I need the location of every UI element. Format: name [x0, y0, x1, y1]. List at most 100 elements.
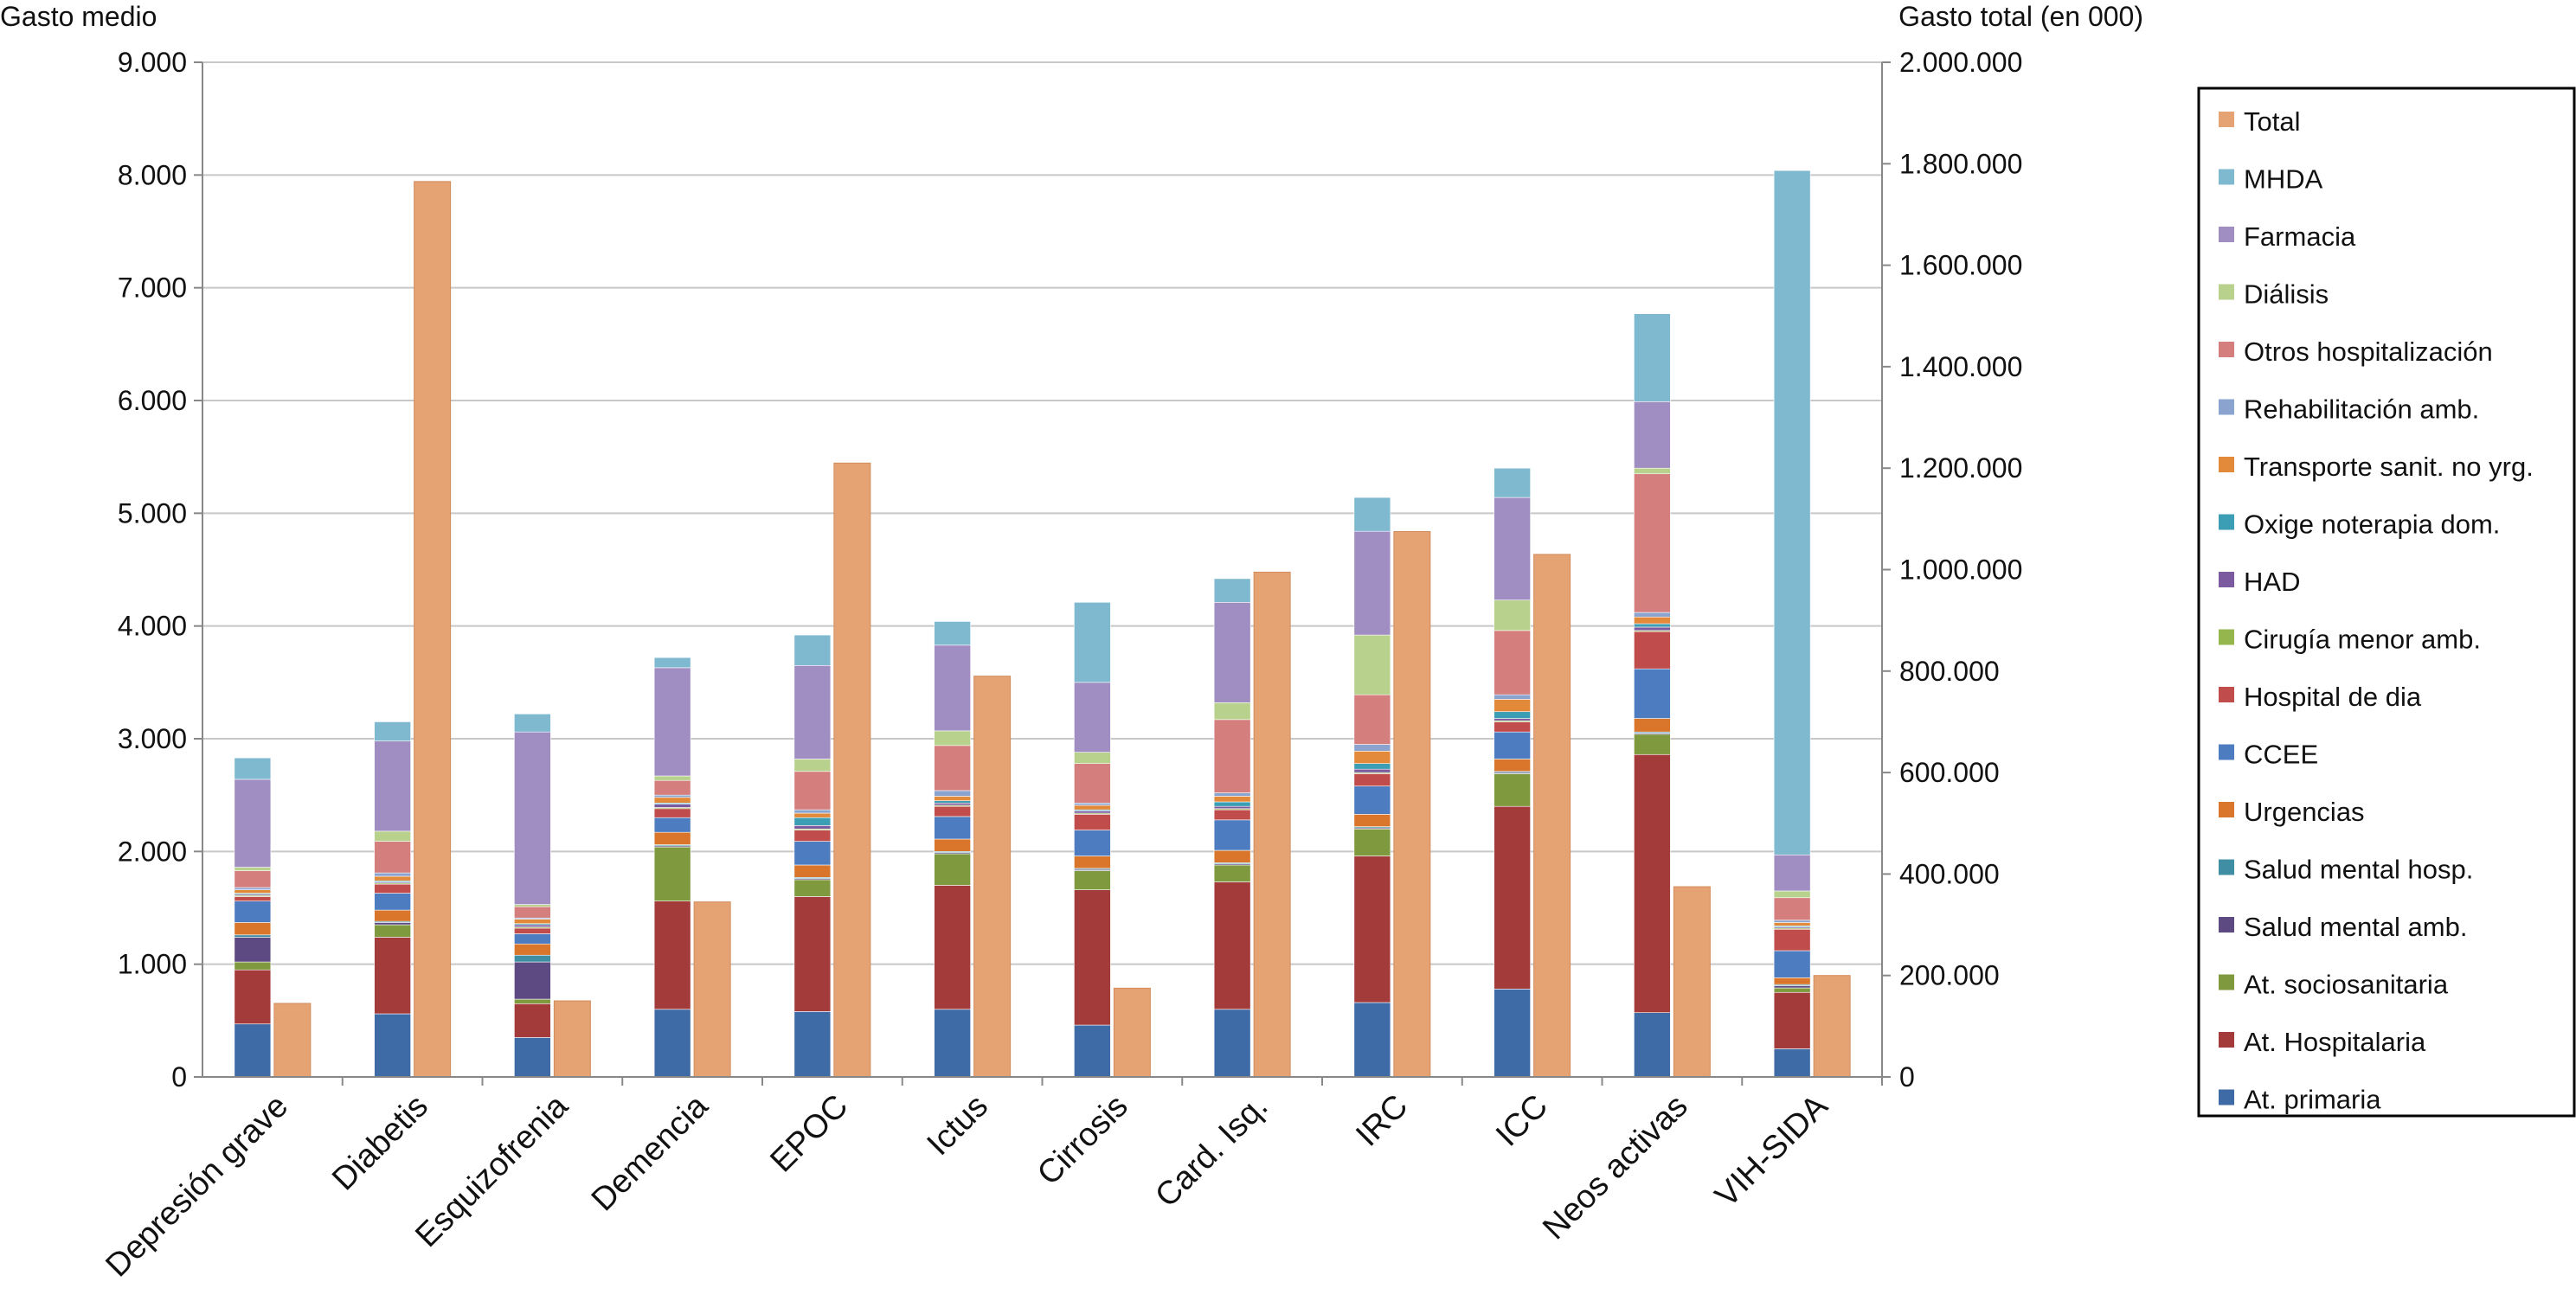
stacked-bar-segment [374, 872, 411, 877]
total-bar [1113, 987, 1151, 1078]
stacked-bar-segment [1634, 401, 1671, 469]
stacked-bar-segment [1213, 1009, 1251, 1078]
legend-swatch [2219, 572, 2234, 587]
right-tick-label: 1.400.000 [1899, 351, 2022, 382]
stacked-bar-segment [1494, 989, 1531, 1078]
right-tick-label: 1.000.000 [1899, 554, 2022, 586]
stacked-bar-segment [1074, 1024, 1111, 1078]
left-tick-label: 6.000 [118, 385, 187, 416]
stacked-bar-segment [1634, 668, 1671, 719]
stacked-bar-segment [1074, 889, 1111, 1026]
stacked-bar-segment [1773, 897, 1811, 921]
stacked-bar-segment [234, 779, 272, 868]
stacked-bar-segment [514, 961, 551, 1000]
stacked-bar-segment [1353, 814, 1391, 827]
legend-swatch [2219, 629, 2234, 645]
stacked-bar-segment [234, 887, 272, 890]
stacked-bar-segment [1494, 694, 1531, 700]
stacked-bar-segment [234, 867, 272, 871]
stacked-bar-segment [1494, 773, 1531, 807]
stacked-bar-segment [1353, 768, 1391, 773]
right-tick-label: 600.000 [1899, 757, 2000, 788]
stacked-bar-segment [1634, 612, 1671, 618]
category-label: EPOC [763, 1088, 855, 1180]
total-bar [1533, 554, 1571, 1078]
stacked-bar-segment [1213, 864, 1251, 882]
stacked-bar-segment [1074, 814, 1111, 830]
stacked-bar-segment [793, 825, 832, 830]
stacked-bar-segment [653, 846, 691, 901]
legend-label: Farmacia [2244, 221, 2356, 252]
legend-swatch [2219, 399, 2234, 415]
stacked-bar-segment [934, 1009, 971, 1078]
stacked-bar-segment [1773, 854, 1811, 892]
stacked-bar-segment [1634, 467, 1671, 475]
legend-label: CCEE [2244, 740, 2318, 770]
stacked-bar-segment [934, 800, 971, 804]
left-tick-label: 3.000 [118, 723, 187, 754]
stacked-bar-segment [653, 775, 691, 781]
stacked-bar-segment [1213, 849, 1251, 863]
stacked-bar-segment [653, 794, 691, 798]
legend-label: At. Hospitalaria [2244, 1027, 2426, 1057]
right-tick-label: 800.000 [1899, 656, 2000, 687]
stacked-bar-segment [653, 657, 691, 669]
stacked-bar-segment [234, 896, 272, 901]
stacked-bar-segment [934, 805, 971, 817]
stacked-bar-segment [514, 998, 551, 1004]
legend-swatch [2219, 284, 2234, 300]
stacked-bar-segment [934, 802, 971, 806]
stacked-bar-segment [1634, 313, 1671, 402]
stacked-bar-segment [934, 644, 971, 732]
stacked-bar-segment [793, 879, 832, 897]
stacked-bar-segment [653, 804, 691, 808]
legend: Total MHDA Farmacia Diálisis Otros hospitali… [2197, 87, 2576, 1118]
stacked-bar-segment [1494, 731, 1531, 759]
legend-box [2197, 87, 2576, 1118]
stacked-bar-segment [1213, 702, 1251, 721]
stacked-bar-segment [374, 1013, 411, 1078]
stacked-bar-segment [1213, 881, 1251, 1010]
stacked-bar-segment [934, 838, 971, 852]
stacked-bar-segment [1213, 801, 1251, 807]
stacked-bar-segment [934, 853, 971, 886]
stacked-bar-segment [514, 933, 551, 945]
legend-swatch [2219, 859, 2234, 875]
stacked-bar-segment [374, 841, 411, 874]
stacked-bar-segment [374, 721, 411, 741]
stacked-bar-segment [1634, 1012, 1671, 1078]
category-label: VIH-SIDA [1708, 1087, 1835, 1214]
stacked-bar-segment [374, 937, 411, 1015]
stacked-bar-segment [934, 745, 971, 791]
stacked-bar-segment [653, 797, 691, 804]
category-label: Card. Isq. [1148, 1088, 1275, 1214]
category-label: Demencia [585, 1087, 716, 1218]
stacked-bar-segment [374, 830, 411, 842]
stacked-bar-segment [793, 771, 832, 811]
stacked-bar-segment [1634, 631, 1671, 670]
stacked-bar-segment [234, 934, 272, 938]
stacked-bar-segment [514, 919, 551, 925]
stacked-bar-segment [793, 830, 832, 842]
stacked-bar-segment [1773, 985, 1811, 989]
stacked-bar-segment [514, 731, 551, 905]
stacked-bar-segment [1634, 616, 1671, 625]
stacked-bar-segment [1773, 920, 1811, 923]
legend-label: Salud mental amb. [2244, 912, 2467, 942]
legend-swatch [2219, 514, 2234, 530]
stacked-bar-segment [793, 864, 832, 878]
stacked-bar-segment [234, 900, 272, 923]
stacked-bar-segment [1213, 578, 1251, 603]
right-tick-label: 1.800.000 [1899, 148, 2022, 179]
right-tick-label: 200.000 [1899, 960, 2000, 991]
legend-swatch [2219, 974, 2234, 990]
total-bar [833, 462, 871, 1078]
stacked-bar-segment [1634, 473, 1671, 613]
stacked-bar-segment [1494, 599, 1531, 631]
stacked-bar-segment [1353, 763, 1391, 770]
total-bar [553, 1000, 591, 1078]
right-tick-label: 2.000.000 [1899, 47, 2022, 78]
stacked-bar-segment [1353, 744, 1391, 752]
stacked-bar-segment [1353, 497, 1391, 532]
stacked-bar-segment [1213, 805, 1251, 810]
